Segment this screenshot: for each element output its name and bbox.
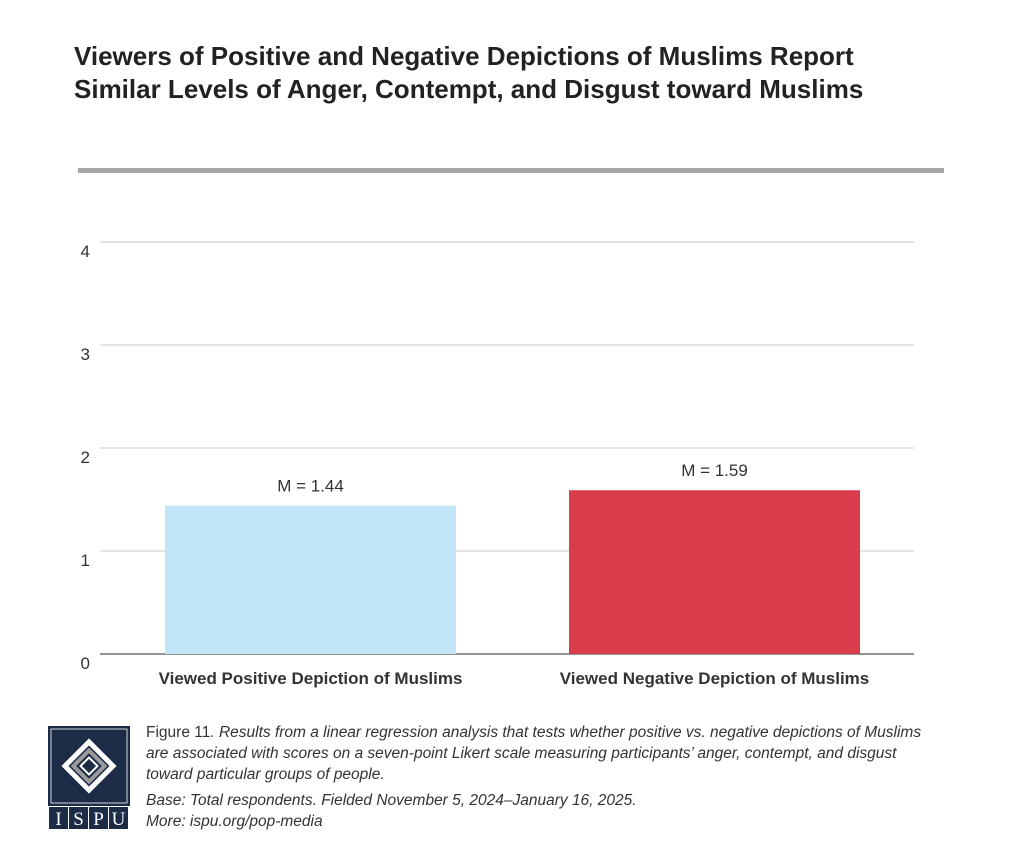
x-category-label: Viewed Positive Depiction of Muslims xyxy=(159,669,463,688)
y-tick-label: 4 xyxy=(81,242,90,261)
chart-title: Viewers of Positive and Negative Depicti… xyxy=(74,41,864,104)
bar xyxy=(165,505,456,654)
title-divider xyxy=(78,168,944,173)
figure-caption: Figure 11. Results from a linear regress… xyxy=(146,722,946,832)
x-category-label: Viewed Negative Depiction of Muslims xyxy=(560,669,870,688)
y-tick-label: 1 xyxy=(81,551,90,570)
data-label: M = 1.44 xyxy=(277,477,344,496)
logo-letter: S xyxy=(73,809,84,830)
logo-letter-box xyxy=(89,807,108,829)
bar xyxy=(569,490,860,654)
y-tick-label: 2 xyxy=(81,448,90,467)
logo-letter: U xyxy=(112,809,126,830)
data-label: M = 1.59 xyxy=(681,461,748,480)
logo-letter-box xyxy=(49,807,68,829)
bar-chart: 0 1 2 3 4 M = 1.44 Viewed Positive Depiction … xyxy=(81,241,914,688)
more-link[interactable]: More: ispu.org/pop-media xyxy=(146,813,323,830)
logo-letter-box xyxy=(109,807,128,829)
logo-letter: I xyxy=(55,809,61,830)
y-tick-label: 3 xyxy=(81,345,90,364)
y-tick-label: 0 xyxy=(81,654,90,673)
base-note: Base: Total respondents. Fielded Novembe… xyxy=(146,792,637,809)
logo-letter: P xyxy=(93,809,104,830)
logo-letter-box xyxy=(69,807,88,829)
figure-label: Figure 11 xyxy=(146,724,211,741)
figure-description: . Results from a linear regression analy… xyxy=(146,724,922,783)
